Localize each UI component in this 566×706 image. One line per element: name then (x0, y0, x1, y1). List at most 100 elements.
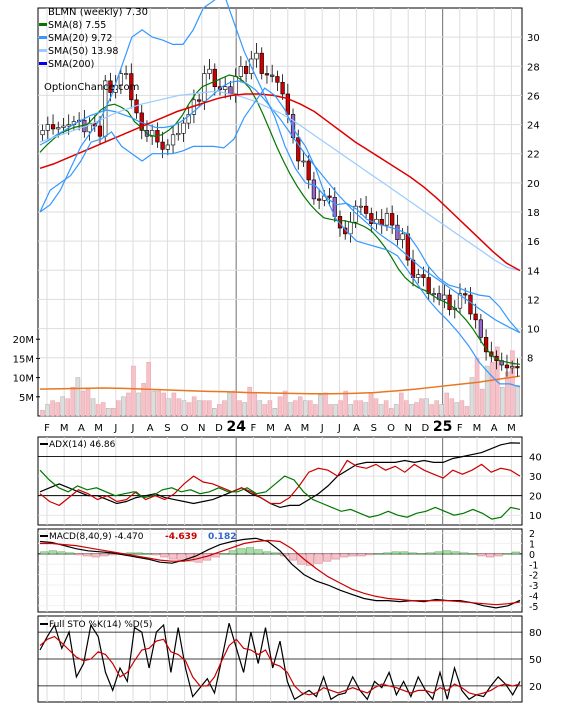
volume-bar-26 (171, 392, 177, 417)
volume-bar-53 (308, 400, 313, 417)
volume-bar-78 (434, 400, 439, 417)
line-layer (39, 0, 521, 388)
volume-bar-68 (383, 400, 389, 417)
candle-body-63 (369, 213, 374, 224)
adx-y-tick-1: 30 (529, 472, 542, 483)
candle-body-75 (431, 293, 437, 295)
price-y-tick-2: 12 (527, 295, 540, 306)
volume-bar-19 (136, 392, 141, 417)
adx-legend: ADX(14) 46.86 (49, 440, 116, 450)
volume-bar-3 (55, 402, 60, 417)
price-line-sma-200- (39, 93, 521, 272)
volume-bar-5 (65, 398, 71, 417)
volume-bar-66 (373, 398, 379, 417)
macd-hist-bar-43 (408, 552, 417, 555)
volume-bar-85 (469, 377, 475, 417)
macd-hist-bar-51 (477, 553, 486, 557)
x-tick-label-14: A (284, 423, 291, 434)
candle-body-47 (285, 93, 290, 115)
legend-swatch-sma200 (39, 62, 47, 65)
x-tick-label-10: D (215, 423, 223, 434)
volume-bar-73 (409, 404, 414, 417)
volume-bar-91 (500, 386, 505, 417)
x-tick-label-0: F (44, 423, 50, 434)
volume-bar-45 (267, 400, 273, 417)
macd-hist-bar-47 (443, 550, 452, 555)
candle-body-3 (56, 127, 61, 130)
candle-body-26 (176, 133, 181, 136)
macd-hist-bar-49 (460, 552, 469, 555)
macd-hist-bar-27 (271, 552, 280, 555)
candle-body-52 (311, 179, 317, 200)
candle-body-35 (223, 86, 228, 90)
adx-panel-frame (37, 436, 523, 526)
price-y-tick-11: 30 (527, 33, 540, 44)
macd-hist-bar-25 (254, 549, 263, 555)
candle-body-77 (442, 294, 447, 300)
volume-bar-8 (80, 390, 86, 417)
sto-legend-swatch (40, 623, 48, 625)
price-line-sma-8- (39, 74, 521, 365)
x-tick-label-25: M (473, 423, 482, 434)
volume-bar-15 (116, 400, 121, 417)
candle-body-59 (348, 221, 353, 235)
volume-bar-63 (358, 400, 364, 417)
price-y-tick-1: 10 (527, 325, 540, 336)
volume-bar-32 (201, 400, 207, 417)
macd-hist-bar-40 (383, 552, 392, 555)
volume-bar-55 (318, 394, 323, 417)
macd-hist-bar-32 (314, 553, 323, 564)
adx-legend-swatch (40, 443, 48, 445)
volume-bar-74 (414, 402, 419, 417)
candle-body-84 (478, 319, 483, 338)
volume-bar-20 (141, 383, 146, 417)
macd-hist-bar-52 (485, 553, 495, 558)
volume-y-tick-0: 20M (13, 335, 34, 346)
candle-body-53 (317, 198, 322, 201)
volume-bar-65 (368, 392, 374, 417)
macd-hist-bar-26 (263, 551, 272, 555)
candle-body-33 (212, 68, 217, 87)
volume-y-tick-3: 5M (19, 393, 34, 404)
volume-layer (39, 346, 521, 417)
x-tick-label-20: O (387, 423, 395, 434)
macd-hist-bar-30 (297, 553, 306, 565)
volume-bar-37 (227, 392, 232, 417)
sto-y-tick-2: 20 (529, 682, 542, 693)
volume-bar-33 (206, 400, 212, 417)
macd-hist-bar-8 (108, 553, 117, 556)
sto-legend: Full STO %K(14) %D(5) (49, 620, 152, 630)
volume-bar-31 (196, 400, 202, 417)
candle-body-32 (207, 68, 212, 74)
volume-bar-16 (121, 396, 126, 417)
macd-line-macd-8-40-9- (39, 537, 521, 609)
x-tick-label-8: O (181, 423, 189, 434)
candle-body-5 (66, 124, 71, 127)
candle-body-46 (280, 82, 285, 95)
sto-line--d-5- (39, 635, 521, 696)
macd-y-tick-0: 2 (529, 529, 535, 540)
tick-layer: F M A M J J A S O N D 24 F M A M J J A S O N D 25 F M A M8101214161… (13, 33, 542, 693)
macd-hist-bar-14 (160, 553, 169, 558)
x-tick-label-9: N (198, 423, 205, 434)
volume-y-tick-2: 10M (13, 374, 34, 385)
adx-line-adx-14- (39, 442, 521, 509)
volume-y-tick-1: 15M (13, 354, 34, 365)
macd-panel-frame (37, 528, 523, 613)
volume-bar-72 (404, 400, 409, 417)
x-tick-label-13: M (266, 423, 275, 434)
price-line-upper-bollinger (39, 0, 521, 334)
volume-bar-23 (156, 390, 162, 417)
x-tick-label-19: S (371, 423, 377, 434)
macd-y-tick-6: -4 (529, 591, 538, 602)
x-tick-label-22: D (422, 423, 430, 434)
candle-body-13 (108, 80, 113, 93)
macd-legend-swatch (40, 535, 48, 537)
candle-body-25 (170, 134, 176, 146)
candle-body-78 (447, 294, 452, 310)
volume-bar-50 (292, 400, 298, 417)
legend-item-sma200: SMA(200) (48, 59, 94, 70)
volume-bar-48 (282, 390, 288, 417)
volume-bar-0 (40, 409, 45, 417)
candle-body-61 (358, 205, 363, 208)
